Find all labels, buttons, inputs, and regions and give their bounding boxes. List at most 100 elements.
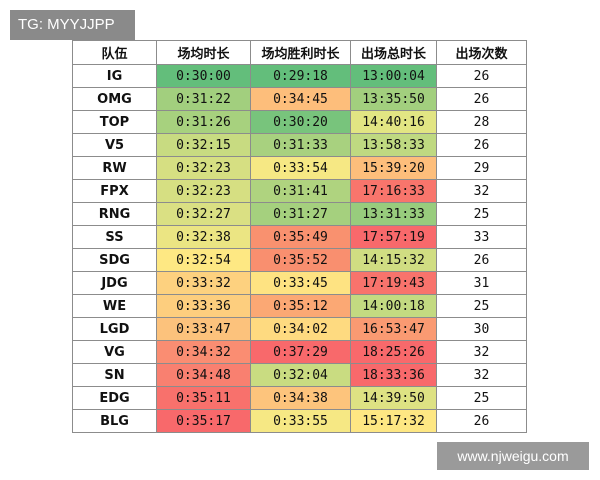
total-duration-cell: 14:40:16 xyxy=(350,110,437,134)
games-played-cell: 32 xyxy=(436,340,527,364)
table-row: RW 0:32:23 0:33:54 15:39:20 29 xyxy=(72,156,527,180)
team-cell: SDG xyxy=(72,248,157,272)
header-total-duration: 出场总时长 xyxy=(350,40,437,65)
team-cell: EDG xyxy=(72,386,157,410)
avg-win-duration-cell: 0:35:12 xyxy=(250,294,351,318)
table-row: V5 0:32:15 0:31:33 13:58:33 26 xyxy=(72,133,527,157)
avg-win-duration-cell: 0:35:52 xyxy=(250,248,351,272)
table-row: EDG 0:35:11 0:34:38 14:39:50 25 xyxy=(72,386,527,410)
avg-win-duration-cell: 0:33:54 xyxy=(250,156,351,180)
total-duration-cell: 15:17:32 xyxy=(350,409,437,433)
total-duration-cell: 18:33:36 xyxy=(350,363,437,387)
team-cell: TOP xyxy=(72,110,157,134)
table-row: OMG 0:31:22 0:34:45 13:35:50 26 xyxy=(72,87,527,111)
games-played-cell: 32 xyxy=(436,179,527,203)
total-duration-cell: 13:58:33 xyxy=(350,133,437,157)
table-row: TOP 0:31:26 0:30:20 14:40:16 28 xyxy=(72,110,527,134)
team-cell: WE xyxy=(72,294,157,318)
team-cell: V5 xyxy=(72,133,157,157)
avg-duration-cell: 0:32:23 xyxy=(156,156,251,180)
team-cell: JDG xyxy=(72,271,157,295)
avg-win-duration-cell: 0:31:41 xyxy=(250,179,351,203)
header-team: 队伍 xyxy=(72,40,157,65)
team-cell: OMG xyxy=(72,87,157,111)
avg-duration-cell: 0:32:23 xyxy=(156,179,251,203)
avg-win-duration-cell: 0:35:49 xyxy=(250,225,351,249)
games-played-cell: 25 xyxy=(436,294,527,318)
header-avg-duration: 场均时长 xyxy=(156,40,251,65)
games-played-cell: 31 xyxy=(436,271,527,295)
avg-duration-cell: 0:34:32 xyxy=(156,340,251,364)
avg-duration-cell: 0:33:36 xyxy=(156,294,251,318)
games-played-cell: 26 xyxy=(436,248,527,272)
avg-win-duration-cell: 0:31:27 xyxy=(250,202,351,226)
table-row: SN 0:34:48 0:32:04 18:33:36 32 xyxy=(72,363,527,387)
avg-duration-cell: 0:31:22 xyxy=(156,87,251,111)
total-duration-cell: 13:35:50 xyxy=(350,87,437,111)
avg-win-duration-cell: 0:32:04 xyxy=(250,363,351,387)
table-row: IG 0:30:00 0:29:18 13:00:04 26 xyxy=(72,64,527,88)
team-cell: SS xyxy=(72,225,157,249)
total-duration-cell: 14:15:32 xyxy=(350,248,437,272)
avg-win-duration-cell: 0:34:38 xyxy=(250,386,351,410)
games-played-cell: 25 xyxy=(436,386,527,410)
total-duration-cell: 13:31:33 xyxy=(350,202,437,226)
header-games-played: 出场次数 xyxy=(436,40,527,65)
table-row: FPX 0:32:23 0:31:41 17:16:33 32 xyxy=(72,179,527,203)
games-played-cell: 25 xyxy=(436,202,527,226)
avg-duration-cell: 0:32:15 xyxy=(156,133,251,157)
avg-duration-cell: 0:30:00 xyxy=(156,64,251,88)
team-cell: RNG xyxy=(72,202,157,226)
avg-win-duration-cell: 0:37:29 xyxy=(250,340,351,364)
games-played-cell: 26 xyxy=(436,64,527,88)
table-row: JDG 0:33:32 0:33:45 17:19:43 31 xyxy=(72,271,527,295)
total-duration-cell: 15:39:20 xyxy=(350,156,437,180)
avg-duration-cell: 0:31:26 xyxy=(156,110,251,134)
table-body: IG 0:30:00 0:29:18 13:00:04 26 OMG 0:31:22 0:34… xyxy=(72,64,527,433)
team-cell: VG xyxy=(72,340,157,364)
avg-duration-cell: 0:32:27 xyxy=(156,202,251,226)
avg-win-duration-cell: 0:34:45 xyxy=(250,87,351,111)
games-played-cell: 30 xyxy=(436,317,527,341)
team-cell: IG xyxy=(72,64,157,88)
games-played-cell: 29 xyxy=(436,156,527,180)
games-played-cell: 32 xyxy=(436,363,527,387)
avg-duration-cell: 0:32:38 xyxy=(156,225,251,249)
table-row: VG 0:34:32 0:37:29 18:25:26 32 xyxy=(72,340,527,364)
table-row: WE 0:33:36 0:35:12 14:00:18 25 xyxy=(72,294,527,318)
site-watermark: www.njweigu.com xyxy=(437,442,589,470)
avg-duration-cell: 0:33:32 xyxy=(156,271,251,295)
games-played-cell: 28 xyxy=(436,110,527,134)
table-row: SDG 0:32:54 0:35:52 14:15:32 26 xyxy=(72,248,527,272)
avg-win-duration-cell: 0:33:55 xyxy=(250,409,351,433)
avg-win-duration-cell: 0:34:02 xyxy=(250,317,351,341)
total-duration-cell: 16:53:47 xyxy=(350,317,437,341)
avg-win-duration-cell: 0:30:20 xyxy=(250,110,351,134)
table-row: SS 0:32:38 0:35:49 17:57:19 33 xyxy=(72,225,527,249)
avg-duration-cell: 0:35:17 xyxy=(156,409,251,433)
team-cell: SN xyxy=(72,363,157,387)
avg-duration-cell: 0:33:47 xyxy=(156,317,251,341)
team-stats-table: 队伍 场均时长 场均胜利时长 出场总时长 出场次数 IG 0:30:00 0:29:… xyxy=(72,40,527,433)
header-avg-win-duration: 场均胜利时长 xyxy=(250,40,351,65)
team-cell: RW xyxy=(72,156,157,180)
avg-duration-cell: 0:34:48 xyxy=(156,363,251,387)
team-cell: BLG xyxy=(72,409,157,433)
total-duration-cell: 17:19:43 xyxy=(350,271,437,295)
table-row: LGD 0:33:47 0:34:02 16:53:47 30 xyxy=(72,317,527,341)
total-duration-cell: 14:00:18 xyxy=(350,294,437,318)
total-duration-cell: 13:00:04 xyxy=(350,64,437,88)
team-cell: FPX xyxy=(72,179,157,203)
avg-duration-cell: 0:32:54 xyxy=(156,248,251,272)
games-played-cell: 26 xyxy=(436,133,527,157)
total-duration-cell: 17:16:33 xyxy=(350,179,437,203)
games-played-cell: 33 xyxy=(436,225,527,249)
avg-win-duration-cell: 0:29:18 xyxy=(250,64,351,88)
tg-badge: TG: MYYJJPP xyxy=(10,10,135,40)
avg-win-duration-cell: 0:33:45 xyxy=(250,271,351,295)
games-played-cell: 26 xyxy=(436,87,527,111)
total-duration-cell: 14:39:50 xyxy=(350,386,437,410)
table-row: BLG 0:35:17 0:33:55 15:17:32 26 xyxy=(72,409,527,433)
total-duration-cell: 17:57:19 xyxy=(350,225,437,249)
total-duration-cell: 18:25:26 xyxy=(350,340,437,364)
